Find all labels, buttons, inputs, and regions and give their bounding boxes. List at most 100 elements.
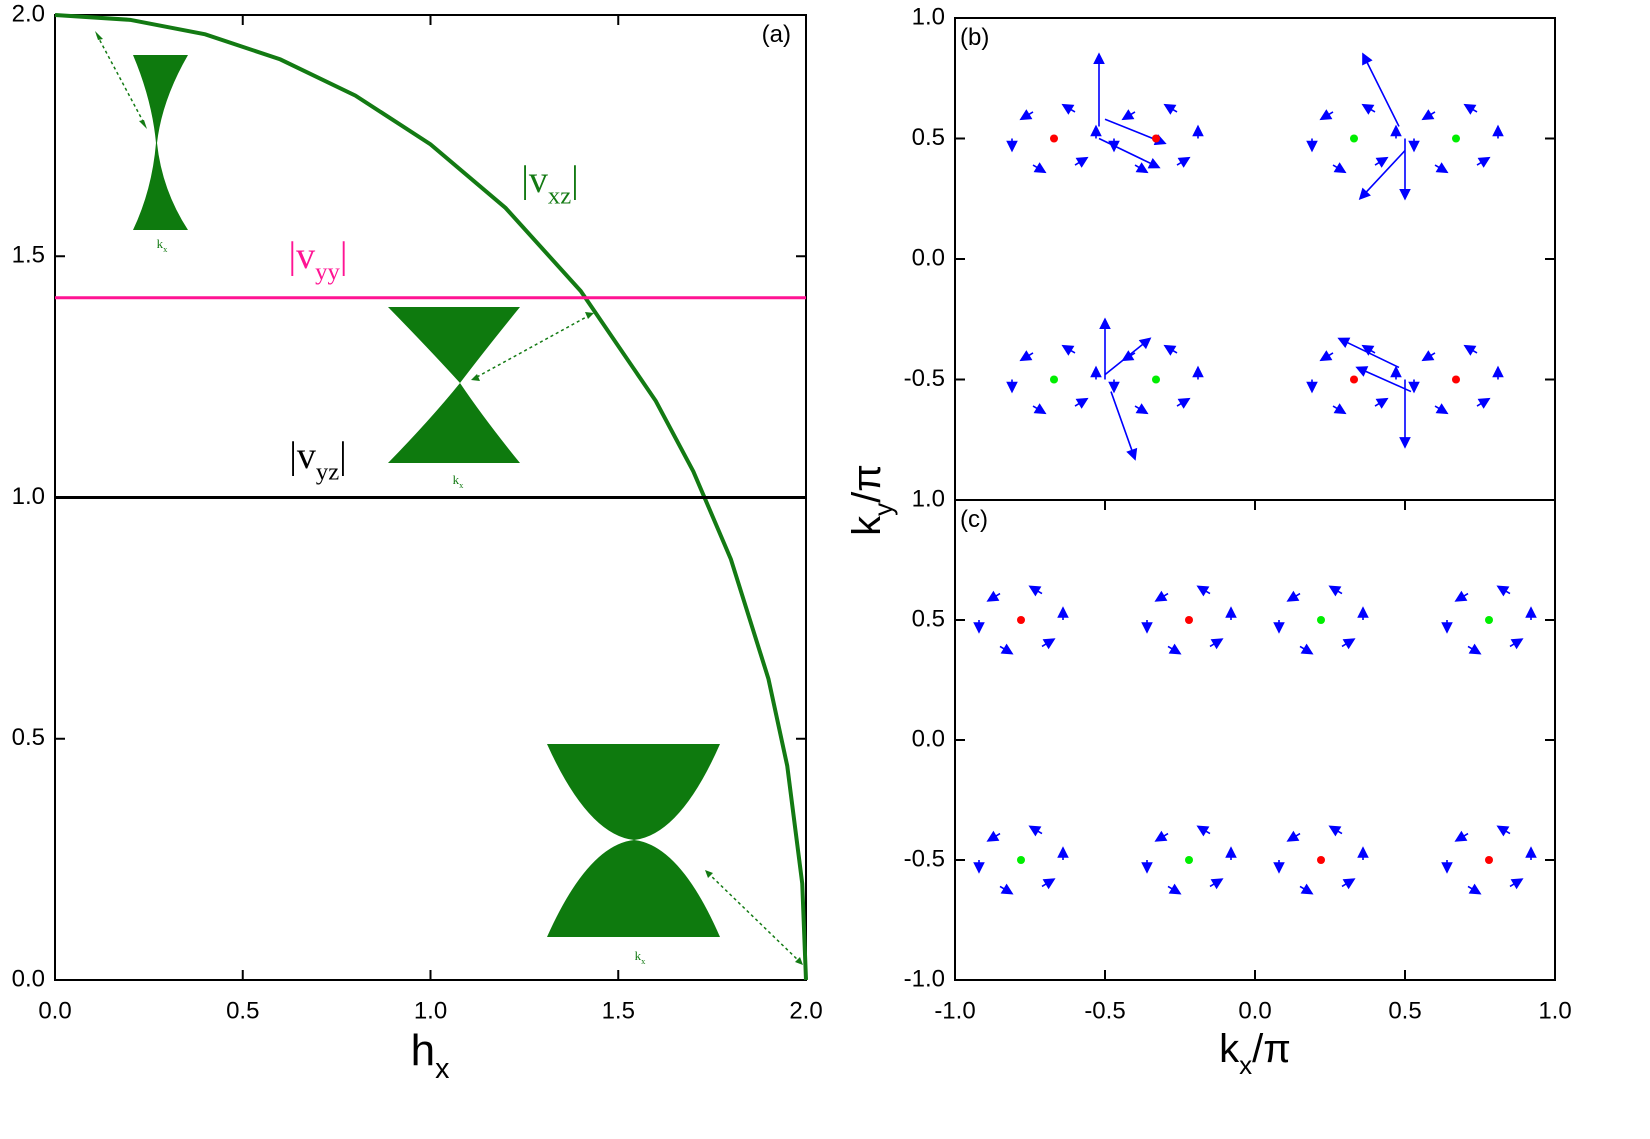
arrow — [1319, 350, 1334, 362]
x-tick-label: 0.0 — [38, 997, 71, 1024]
arrow — [1196, 825, 1211, 837]
arrow — [1332, 162, 1347, 174]
series-label-tail: | — [340, 235, 348, 277]
arrow — [1306, 138, 1318, 153]
pointer-head — [795, 957, 803, 965]
arrow — [1032, 403, 1047, 415]
x-tick-label: -1.0 — [934, 997, 975, 1024]
point — [1485, 856, 1493, 864]
pointer — [474, 314, 591, 379]
arrow — [1273, 620, 1285, 634]
plot-frame — [954, 499, 1556, 981]
x-tick-label: 0.0 — [1238, 997, 1271, 1024]
arrow — [1525, 606, 1537, 620]
arrow — [1006, 138, 1018, 153]
arrow — [1319, 109, 1334, 121]
arrow — [1090, 124, 1102, 139]
arrow — [1098, 137, 1161, 169]
x-tick-label: 2.0 — [789, 997, 822, 1024]
inset-axis-label-base: k — [635, 948, 642, 963]
arrow — [1154, 830, 1169, 842]
arrow — [1441, 860, 1453, 874]
panel-label: (a) — [762, 21, 791, 48]
arrow — [1192, 124, 1204, 139]
inset-axis-label: kx — [453, 472, 465, 490]
arrow — [986, 590, 1001, 602]
series-label-base: |v — [289, 235, 316, 277]
arrow — [1209, 638, 1224, 650]
point — [1350, 134, 1358, 143]
arrow — [1041, 878, 1056, 890]
y-tick-label: -0.5 — [904, 365, 945, 392]
arrow — [1374, 156, 1389, 168]
arrow — [1467, 883, 1482, 895]
arrow — [1358, 150, 1406, 201]
arrow — [1090, 365, 1102, 380]
x-tick-label: 1.0 — [414, 997, 447, 1024]
arrow — [1041, 638, 1056, 650]
arrow — [1496, 825, 1511, 837]
arrow — [1299, 643, 1314, 655]
series-label-base: |v — [521, 159, 548, 201]
arrow — [1357, 846, 1369, 860]
arrow — [1032, 162, 1047, 174]
x-tick-label: 1.0 — [1538, 997, 1571, 1024]
y-tick-label: 0.5 — [912, 124, 945, 151]
pointer — [707, 872, 801, 963]
series-label-tail: | — [571, 159, 579, 201]
point — [1185, 616, 1193, 624]
arrow — [1192, 365, 1204, 380]
series-label-sub: yy — [315, 258, 340, 285]
inset-axis-label-sub: x — [459, 480, 464, 490]
arrow — [1328, 585, 1343, 597]
arrow — [1108, 379, 1120, 394]
point — [1452, 134, 1460, 143]
arrow — [1496, 585, 1511, 597]
inset-pointers — [96, 34, 801, 963]
x-tick-label: 1.5 — [602, 997, 635, 1024]
arrow — [1463, 103, 1478, 115]
y-tick-label: -0.5 — [904, 845, 945, 872]
y-tick-label: 1.5 — [12, 242, 45, 269]
arrow — [1332, 403, 1347, 415]
arrow — [1467, 643, 1482, 655]
point — [1317, 616, 1325, 624]
series-label: |vxz| — [521, 159, 579, 209]
arrow — [1374, 397, 1389, 409]
arrow — [1099, 317, 1111, 380]
series-label-sub: yz — [316, 458, 339, 485]
point — [1185, 856, 1193, 864]
y-tick-label: 2.0 — [12, 0, 45, 27]
arrow — [1074, 397, 1089, 409]
arrow — [999, 643, 1014, 655]
y-tick-label: 0.0 — [912, 244, 945, 271]
inset-axis-label-base: k — [453, 472, 460, 487]
arrow — [1286, 590, 1301, 602]
inset-band-3 — [547, 744, 720, 840]
point — [1050, 375, 1058, 384]
arrow — [1273, 860, 1285, 874]
arrow — [1163, 103, 1178, 115]
pointer-head — [471, 374, 480, 381]
arrow — [1454, 590, 1469, 602]
x-axis-label-base: k — [1219, 1027, 1240, 1071]
arrow — [1525, 846, 1537, 860]
point — [1452, 375, 1460, 384]
y-axis-label-tail: /π — [845, 464, 889, 503]
arrow — [1421, 350, 1436, 362]
y-tick-label: 1.0 — [12, 483, 45, 510]
point — [1050, 134, 1058, 143]
arrow — [1441, 620, 1453, 634]
x-axis-label-tail: /π — [1252, 1027, 1291, 1071]
inset-band-1 — [133, 55, 188, 230]
arrow — [1028, 825, 1043, 837]
arrow — [1074, 156, 1089, 168]
inset-axis-label-sub: x — [163, 244, 168, 254]
arrow — [1434, 403, 1449, 415]
arrow — [1476, 156, 1491, 168]
y-tick-label: 0.0 — [12, 965, 45, 992]
insets — [133, 55, 720, 937]
series-label: |vyy| — [289, 235, 348, 285]
arrow — [1167, 643, 1182, 655]
